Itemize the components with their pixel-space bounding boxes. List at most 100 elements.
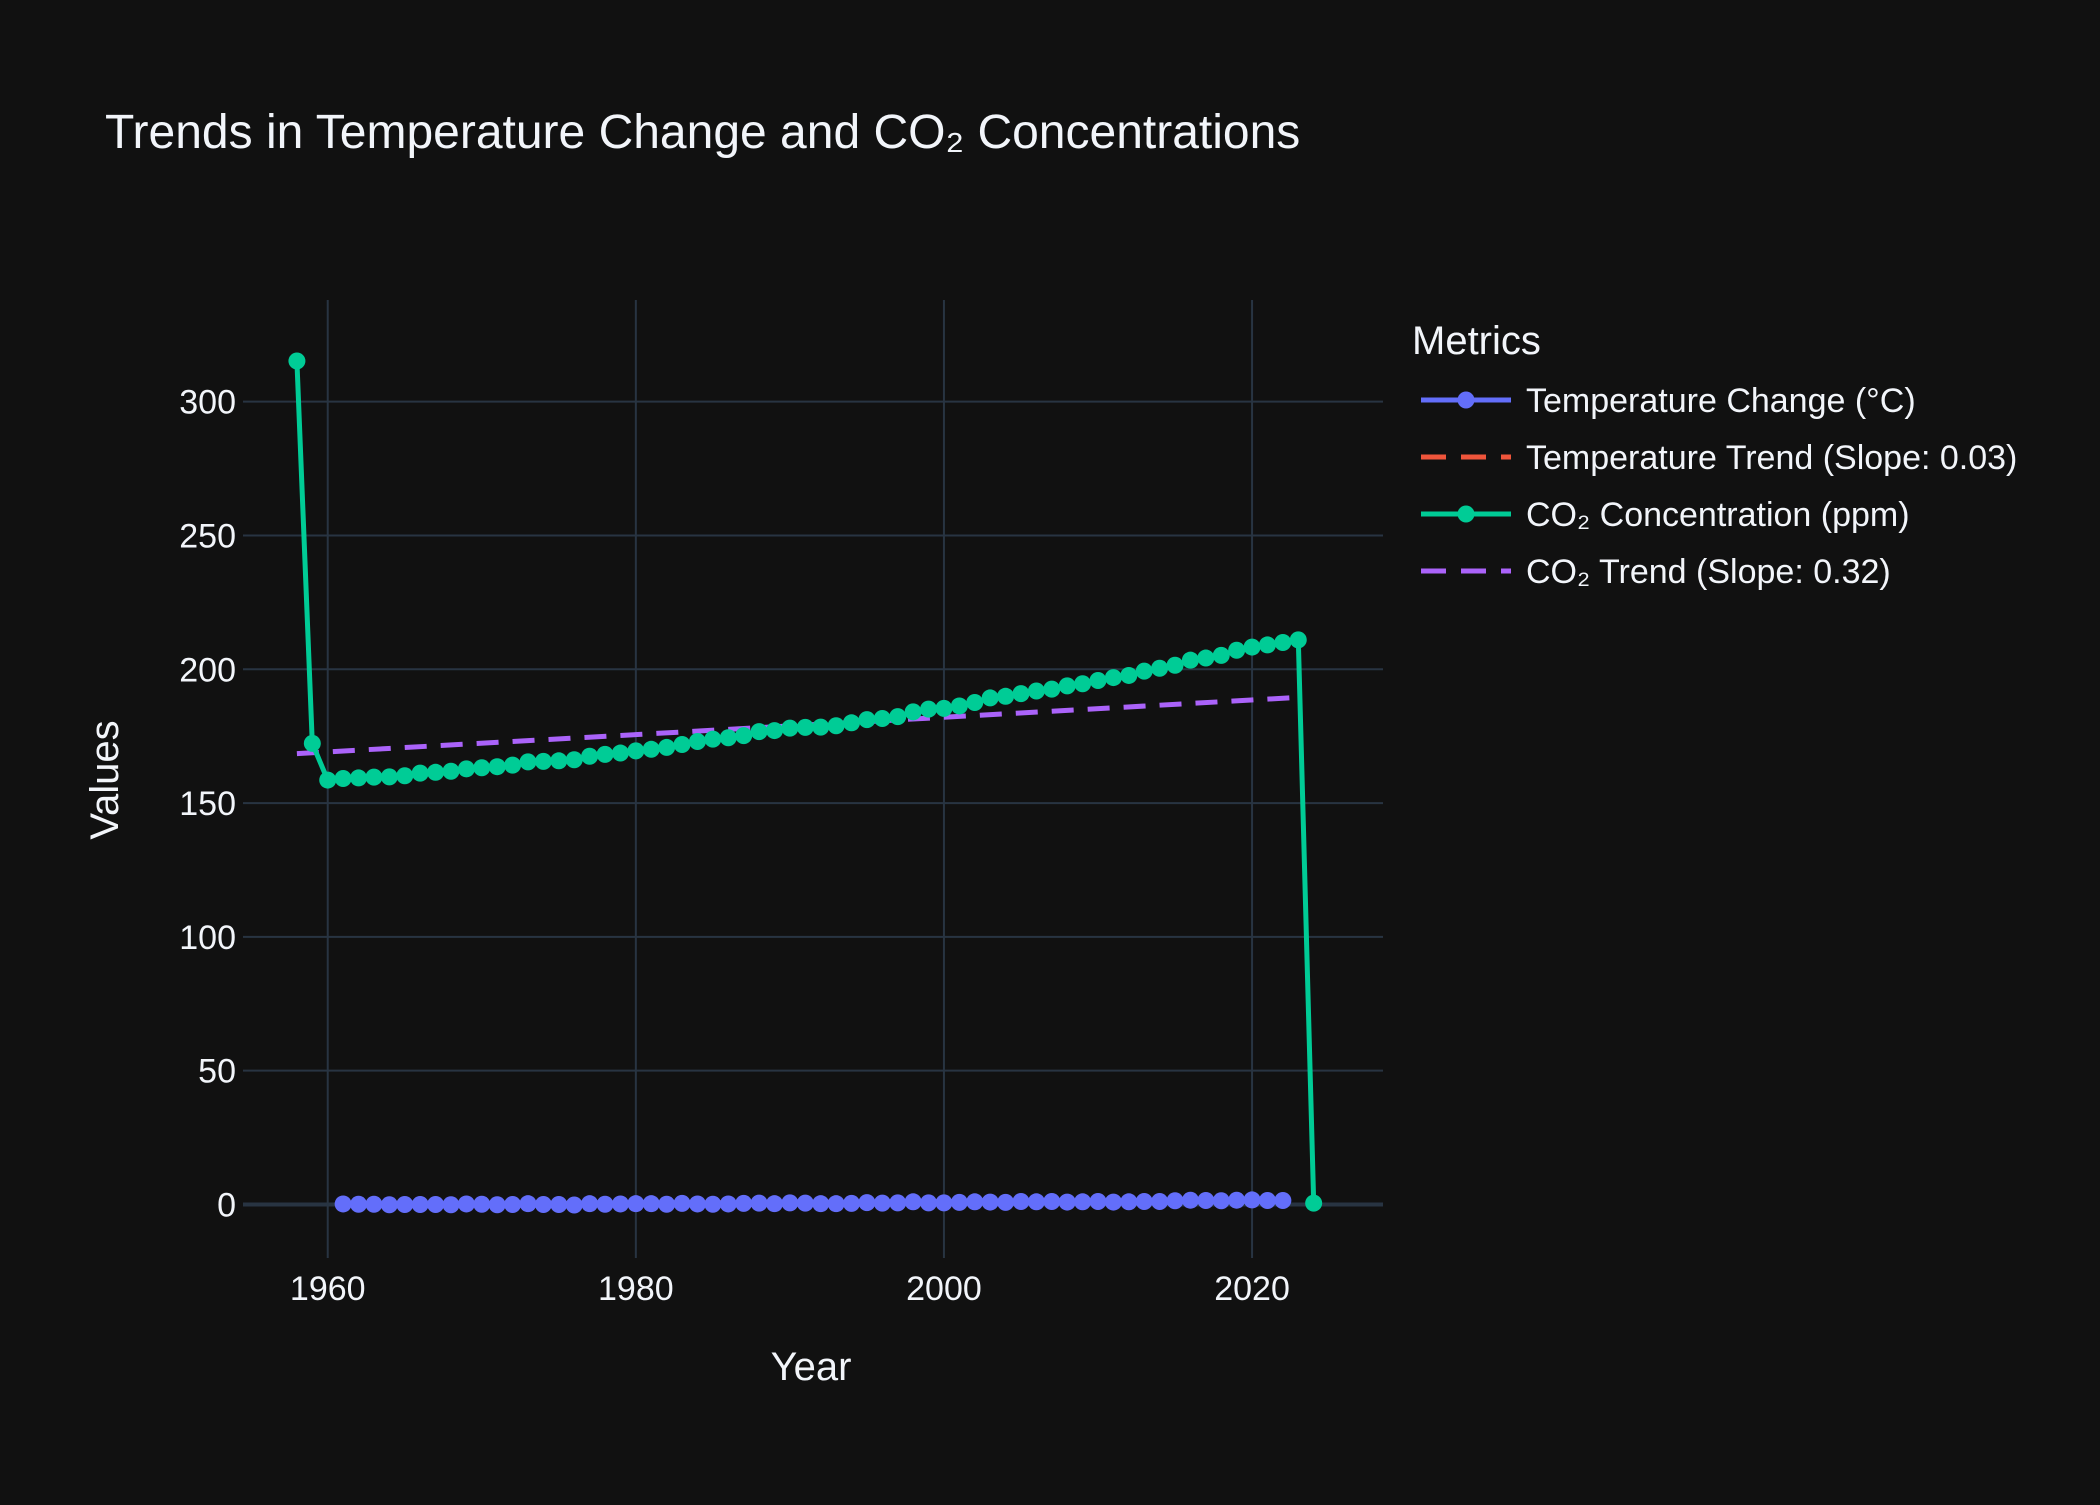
temperature-change-c-point: [1027, 1193, 1045, 1211]
temperature-change-c-point: [781, 1194, 799, 1212]
temperature-change-c-point: [843, 1194, 861, 1212]
co-concentration-ppm-point: [1135, 662, 1153, 680]
temperature-change-c-point: [920, 1194, 938, 1212]
temperature-change-c-point: [611, 1195, 629, 1213]
co-concentration-ppm-point: [1243, 638, 1261, 656]
co-concentration-ppm-point: [565, 751, 583, 769]
co-concentration-ppm-point: [1074, 675, 1092, 693]
temperature-change-c-point: [981, 1193, 999, 1211]
legend-title: Metrics: [1412, 319, 1541, 363]
co-concentration-ppm-point: [796, 718, 814, 736]
co-concentration-ppm-point: [457, 760, 475, 778]
co-concentration-ppm-point: [1305, 1194, 1323, 1212]
co-concentration-ppm-point: [380, 768, 398, 786]
co-concentration-ppm-point: [889, 708, 907, 726]
temperature-change-c-point: [997, 1193, 1015, 1211]
chart-title: Trends in Temperature Change and CO₂ Con…: [105, 106, 1300, 159]
legend-swatch-marker: [1457, 391, 1475, 409]
co-concentration-ppm-point: [673, 735, 691, 753]
co-concentration-ppm-point: [1027, 682, 1045, 700]
co-concentration-ppm-point: [319, 771, 337, 789]
co-concentration-ppm-point: [1043, 680, 1061, 698]
legend-item-co-concentration-ppm: CO₂ Concentration (ppm): [1421, 496, 1910, 534]
legend-item-co-trend-slope-0-32: CO₂ Trend (Slope: 0.32): [1421, 553, 1891, 591]
x-tick-label: 2020: [1214, 1270, 1290, 1308]
temperature-change-c-point: [565, 1196, 583, 1214]
co-trend-slope-0-32-line: [296, 694, 1299, 757]
series-layer: [288, 352, 1323, 1214]
temperature-change-c-point: [1058, 1193, 1076, 1211]
temperature-change-c-point: [873, 1194, 891, 1212]
co-concentration-ppm-point: [704, 730, 722, 748]
co-concentration-ppm-point: [658, 738, 676, 756]
temperature-change-c-point: [950, 1193, 968, 1211]
co-concentration-ppm-point: [534, 752, 552, 770]
temperature-change-c-point: [627, 1195, 645, 1213]
temperature-change-c-point: [334, 1195, 352, 1213]
co-concentration-ppm-point: [350, 769, 368, 787]
temperature-change-c-point: [858, 1194, 876, 1212]
temperature-change-c-point: [1120, 1193, 1138, 1211]
co-concentration-ppm-point: [1104, 669, 1122, 687]
co-concentration-ppm-point: [765, 722, 783, 740]
legend-item-temperature-change-c: Temperature Change (°C): [1421, 382, 1916, 420]
co-concentration-ppm-point: [1274, 634, 1292, 652]
temperature-change-c-point: [596, 1195, 614, 1213]
co-concentration-ppm-point: [411, 764, 429, 782]
co-concentration-ppm-point: [1120, 666, 1138, 684]
co-concentration-ppm-point: [904, 703, 922, 721]
temperature-change-c-point: [473, 1195, 491, 1213]
co-concentration-ppm-point: [688, 733, 706, 751]
temperature-change-c-point: [1258, 1191, 1276, 1209]
co-concentration-ppm-point: [488, 758, 506, 776]
co-concentration-ppm-point: [550, 752, 568, 770]
co-concentration-ppm-point: [1012, 685, 1030, 703]
temperature-change-c-point: [719, 1195, 737, 1213]
x-tick-label: 1980: [598, 1270, 674, 1308]
co-concentration-ppm-point: [1181, 651, 1199, 669]
temperature-change-c-point: [704, 1195, 722, 1213]
y-tick-labels: 0 50 100 150 200 250 300: [179, 384, 236, 1225]
temperature-change-c-point: [1243, 1191, 1261, 1209]
co-concentration-ppm-point: [1289, 631, 1307, 649]
temperature-change-c-point: [350, 1195, 368, 1213]
co-concentration-ppm-point: [504, 756, 522, 774]
co-concentration-ppm-point: [966, 693, 984, 711]
temperature-change-c-point: [519, 1195, 537, 1213]
co-concentration-ppm-point: [642, 740, 660, 758]
co-concentration-ppm-point: [781, 719, 799, 737]
co-concentration-ppm-point: [920, 700, 938, 718]
temperature-change-c-point: [457, 1195, 475, 1213]
temperature-change-c-point: [750, 1194, 768, 1212]
y-tick-label: 50: [198, 1053, 236, 1091]
temperature-change-c-point: [380, 1196, 398, 1214]
co-concentration-ppm-point: [981, 689, 999, 707]
co-concentration-ppm-point: [611, 744, 629, 762]
co-concentration-ppm-point: [473, 759, 491, 777]
co-concentration-ppm-point: [827, 717, 845, 735]
temperature-change-c-point: [765, 1195, 783, 1213]
temperature-change-c-point: [827, 1195, 845, 1213]
temperature-change-c-point: [427, 1195, 445, 1213]
co-concentration-ppm-point: [288, 352, 306, 370]
co-concentration-ppm-point: [997, 687, 1015, 705]
co-concentration-ppm-point: [843, 714, 861, 732]
co-concentration-ppm-point: [950, 697, 968, 715]
co-concentration-ppm-point: [334, 769, 352, 787]
co-concentration-ppm-point: [750, 723, 768, 741]
temperature-change-c-point: [1012, 1193, 1030, 1211]
temperature-change-c-point: [411, 1195, 429, 1213]
temperature-change-c-point: [1197, 1191, 1215, 1209]
temperature-change-c-point: [1089, 1193, 1107, 1211]
temperature-change-c-point: [550, 1195, 568, 1213]
co-concentration-ppm-point: [858, 711, 876, 729]
x-axis-title: Year: [771, 1345, 852, 1389]
temperature-change-c-point: [1104, 1193, 1122, 1211]
y-tick-label: 250: [179, 517, 236, 555]
temperature-change-c-point: [442, 1196, 460, 1214]
temperature-change-c-point: [1212, 1192, 1230, 1210]
y-axis-title: Values: [83, 720, 127, 839]
co-concentration-ppm-point: [396, 767, 414, 785]
temperature-change-c-point: [1135, 1193, 1153, 1211]
